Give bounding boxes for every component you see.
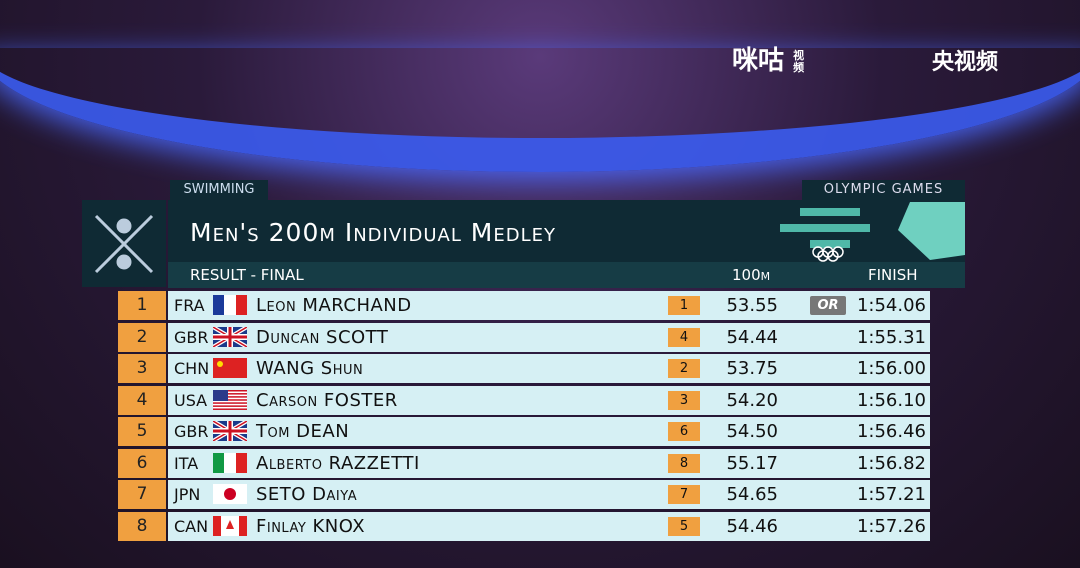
flag [211,324,249,356]
finish-time: 1:57.26 [856,515,926,537]
split-time: 53.75 [726,358,778,379]
result-row: 3 CHN WANG Shun 2 53.75 1:56.00 [118,354,930,383]
split-rank: 2 [668,359,700,378]
athlete-name: SETO Daiya [256,484,358,505]
country-code: GBR [174,422,209,441]
split-time: 54.46 [726,515,778,537]
result-row: 7 JPN SETO Daiya 7 54.65 1:57.21 [118,480,930,509]
event-title: Men's 200m Individual Medley [190,218,556,247]
finish-time: 1:56.10 [856,389,926,411]
split-rank: 8 [668,453,700,473]
flag-icon [213,484,247,504]
athlete-cell: USA Carson FOSTER 3 54.20 1:56.10 [168,385,930,415]
rank: 6 [118,448,166,478]
split-time: 54.65 [726,484,778,505]
result-row: 8 CAN Finlay KNOX 5 54.46 1:57.26 [118,511,930,541]
country-code: ITA [174,453,199,473]
result-row: 6 ITA Alberto RAZZETTI 8 55.17 1:56.82 [118,448,930,478]
split-rank: 6 [668,422,700,441]
athlete-cell: CAN Finlay KNOX 5 54.46 1:57.26 [168,511,930,541]
split-time: 55.17 [726,452,778,474]
athlete-cell: ITA Alberto RAZZETTI 8 55.17 1:56.82 [168,448,930,478]
athlete-cell: CHN WANG Shun 2 53.75 1:56.00 [168,354,930,383]
country-code: USA [174,390,208,410]
sport-label: SWIMMING [170,180,268,200]
lane-rope [0,48,1080,172]
rank: 7 [118,480,166,509]
split-time: 54.50 [726,421,778,442]
flag-icon [213,515,247,536]
finish-time: 1:55.31 [856,326,926,348]
finish-time: 1:56.00 [856,358,926,379]
split-label: 100m [732,266,771,284]
athlete-cell: GBR Tom DEAN 6 54.50 1:56.46 [168,417,930,446]
split-time: 53.55 [726,295,778,316]
stage-label: RESULT - FINAL [190,266,304,284]
result-row: 4 USA Carson FOSTER 3 54.20 1:56.10 [118,385,930,415]
swim-icon [94,214,154,274]
result-row: 2 GBR Duncan SCOTT 4 54.44 1:55.31 [118,322,930,352]
rank: 2 [118,322,166,352]
finish-time: 1:54.06 [856,295,926,316]
games-label: OLYMPIC GAMES [802,180,965,200]
flag [213,358,247,387]
finish-label: FINISH [868,266,918,284]
flag-icon [213,389,247,410]
flag-icon [213,452,247,473]
country-code: CHN [174,359,210,378]
result-row: 5 GBR Tom DEAN 6 54.50 1:56.46 [118,417,930,446]
finish-time: 1:56.82 [856,452,926,474]
games-art [780,202,965,262]
finish-time: 1:57.21 [856,484,926,505]
rank: 4 [118,385,166,415]
country-code: FRA [174,296,205,315]
flag-icon [213,358,247,378]
flag [211,419,249,450]
brand-sub: 视频 [793,48,805,74]
athlete-name: Alberto RAZZETTI [256,452,420,474]
athlete-name: Tom DEAN [256,421,350,442]
rank: 5 [118,417,166,446]
split-rank: 4 [668,327,700,347]
athlete-name: Carson FOSTER [256,389,398,411]
rank: 1 [118,291,166,320]
athlete-cell: JPN SETO Daiya 7 54.65 1:57.21 [168,480,930,509]
result-row: 1 FRA Leon MARCHAND 1 53.55 OR 1:54.06 [118,291,930,320]
sport-logo [82,200,166,287]
brand-text: 咪咕 [732,46,785,76]
country-code: CAN [174,516,209,536]
brand-left: 咪咕 视频 [732,40,807,77]
split-rank: 1 [668,296,700,315]
flag [213,389,247,419]
flag [213,295,247,324]
flag-icon [211,324,249,349]
split-time: 54.44 [726,326,778,348]
country-code: GBR [174,327,209,347]
split-time: 54.20 [726,389,778,411]
record-badge: OR [810,296,846,315]
athlete-cell: GBR Duncan SCOTT 4 54.44 1:55.31 [168,322,930,352]
sub-header: RESULT - FINAL 100m FINISH [168,262,965,288]
flag [213,452,247,482]
athlete-cell: FRA Leon MARCHAND 1 53.55 OR 1:54.06 [168,291,930,320]
title-bar [168,200,965,262]
athlete-name: Leon MARCHAND [256,295,412,316]
split-rank: 7 [668,485,700,504]
country-code: JPN [174,485,201,504]
flag-icon [211,419,249,443]
flag [213,484,247,513]
athlete-name: Finlay KNOX [256,515,366,537]
brand-right: 央视频 [932,50,999,75]
rank: 3 [118,354,166,383]
athlete-name: Duncan SCOTT [256,326,389,348]
split-rank: 5 [668,516,700,536]
athlete-name: WANG Shun [256,358,364,379]
split-rank: 3 [668,390,700,410]
rank: 8 [118,511,166,541]
flag [213,515,247,545]
flag-icon [213,295,247,315]
finish-time: 1:56.46 [856,421,926,442]
